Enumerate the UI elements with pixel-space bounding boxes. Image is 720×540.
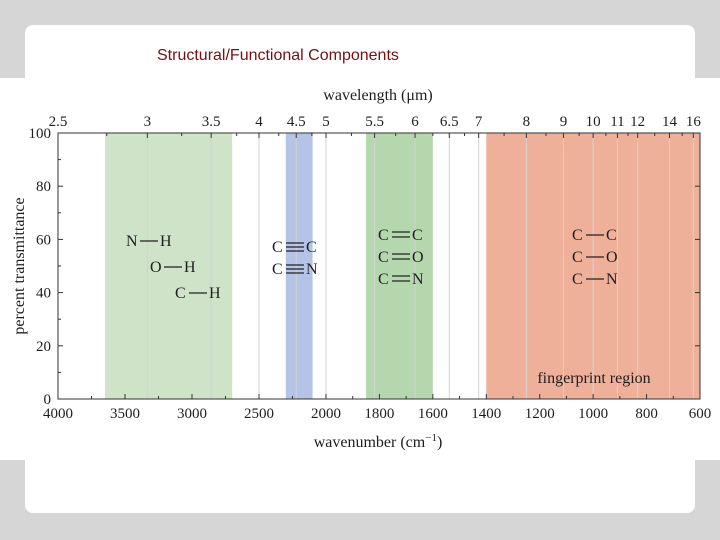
bottom-tick-label: 600: [689, 406, 712, 422]
top-tick-label: 11: [610, 114, 624, 130]
bond-label-atom-a: C: [378, 227, 389, 244]
top-tick-label: 10: [586, 114, 601, 130]
top-tick-label: 3.5: [202, 114, 221, 130]
bond-label-atom-b: N: [606, 271, 618, 288]
y-axis-label: percent transmittance: [11, 197, 28, 334]
y-tick-label: 40: [36, 286, 51, 302]
bond-label-atom-b: O: [412, 249, 424, 266]
bond-label-atom-b: C: [306, 239, 317, 256]
bond-label-atom-a: O: [150, 259, 162, 276]
top-tick-label: 2.5: [49, 114, 68, 130]
top-tick-label: 8: [523, 114, 531, 130]
bond-label-atom-b: H: [184, 259, 196, 276]
bottom-tick-label: 1600: [418, 406, 448, 422]
ir-spectrum-figure: 2.5 3 3.5 4 4.5 5 5.5 6 6.5 7 8 9 10 11 12 14 16 waveleng…: [0, 78, 720, 460]
bottom-tick-label: 2500: [244, 406, 274, 422]
bottom-tick-label: 2000: [311, 406, 341, 422]
bond-label-atom-a: C: [378, 271, 389, 288]
bond-label-atom-a: C: [572, 227, 583, 244]
bond-label-atom-a: C: [272, 239, 283, 256]
top-axis-label: wavelength (μm): [323, 87, 432, 104]
slide-title: Structural/Functional Components: [157, 47, 399, 64]
top-tick-label: 6: [411, 114, 419, 130]
fingerprint-region-label: fingerprint region: [537, 370, 650, 387]
top-tick-label: 7: [475, 114, 483, 130]
top-tick-label: 5: [322, 114, 330, 130]
ir-chart: 2.5 3 3.5 4 4.5 5 5.5 6 6.5 7 8 9 10 11 12 14 16 waveleng…: [11, 87, 712, 451]
bond-label-atom-a: C: [378, 249, 389, 266]
bottom-tick-label: 800: [635, 406, 658, 422]
bottom-tick-label: 1400: [471, 406, 501, 422]
top-tick-label: 3: [144, 114, 152, 130]
bottom-tick-label: 4000: [43, 406, 73, 422]
bond-label-atom-b: C: [412, 227, 423, 244]
bond-label-atom-b: H: [160, 233, 172, 250]
top-tick-label: 14: [662, 114, 678, 130]
bond-label-atom-b: O: [606, 249, 618, 266]
bottom-tick-label: 1800: [364, 406, 394, 422]
y-tick-label: 20: [36, 339, 51, 355]
band-single-bonds-to-hydrogen: [104, 133, 233, 399]
bond-label-atom-b: H: [209, 285, 221, 302]
band-double-bonds: [366, 133, 433, 399]
y-tick-label: 60: [36, 232, 51, 248]
bond-label-atom-a: N: [126, 233, 138, 250]
top-tick-label: 5.5: [365, 114, 384, 130]
bond-label-atom-a: C: [572, 249, 583, 266]
top-tick-label: 16: [686, 114, 702, 130]
band-triple-bonds: [285, 133, 313, 399]
bottom-tick-label: 1200: [525, 406, 555, 422]
top-tick-label: 9: [560, 114, 568, 130]
top-tick-label: 4: [255, 114, 263, 130]
bond-label-atom-a: C: [572, 271, 583, 288]
bond-label-atom-a: C: [272, 261, 283, 278]
bottom-axis-label: wavenumber (cm−1): [314, 432, 443, 451]
y-tick-label: 0: [44, 392, 52, 408]
y-tick-label: 80: [36, 179, 51, 195]
bond-label-atom-b: N: [306, 261, 318, 278]
y-tick-label: 100: [29, 126, 52, 142]
bottom-tick-label: 1000: [578, 406, 608, 422]
top-tick-label: 6.5: [440, 114, 459, 130]
top-tick-label: 12: [630, 114, 645, 130]
top-tick-label: 4.5: [287, 114, 306, 130]
bottom-tick-label: 3000: [177, 406, 207, 422]
bond-label-atom-a: C: [175, 285, 186, 302]
bond-label-atom-b: C: [606, 227, 617, 244]
bond-label-atom-b: N: [412, 271, 424, 288]
bottom-tick-label: 3500: [110, 406, 140, 422]
